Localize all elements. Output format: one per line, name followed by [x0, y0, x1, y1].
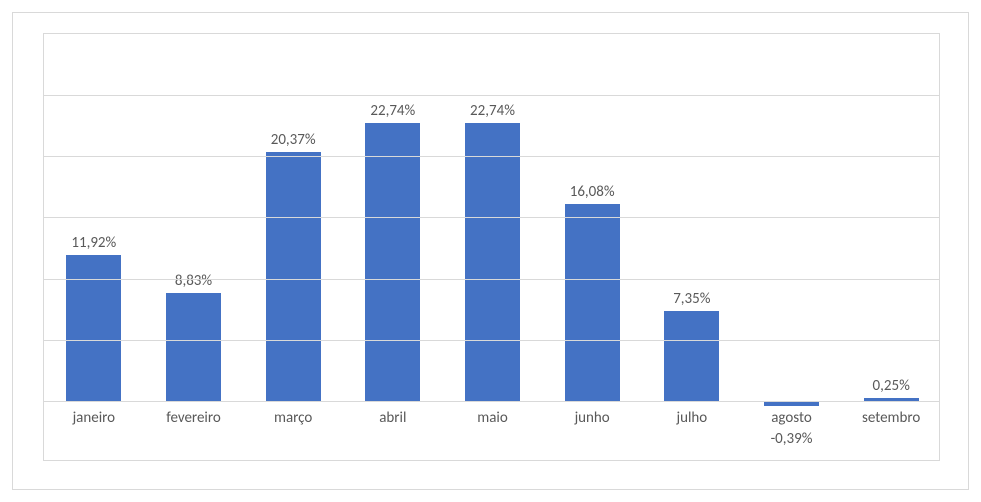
x-axis-label: abril: [379, 409, 406, 427]
gridline: [44, 156, 939, 157]
x-axis-label-text: junho: [575, 409, 610, 427]
plot-area: 11,92%8,83%20,37%22,74%22,74%16,08%7,35%…: [43, 33, 940, 461]
x-axis-label: junho: [575, 409, 610, 427]
x-axis-labels-layer: janeiro fevereiro março abril maio junho julho…: [44, 34, 939, 460]
x-axis-label-text: maio: [477, 409, 508, 427]
x-axis-label: setembro: [862, 409, 920, 427]
x-axis-label: março: [274, 409, 312, 427]
x-axis-label-text: abril: [379, 409, 406, 427]
x-axis-label: fevereiro: [166, 409, 221, 427]
gridline: [44, 95, 939, 96]
chart-frame: 11,92%8,83%20,37%22,74%22,74%16,08%7,35%…: [12, 12, 969, 490]
x-axis-label-text: fevereiro: [166, 409, 221, 427]
x-axis-label: agosto: [771, 409, 812, 427]
gridline: [44, 401, 939, 402]
gridline: [44, 217, 939, 218]
gridline: [44, 340, 939, 341]
x-axis-label: maio: [477, 409, 508, 427]
gridline: [44, 279, 939, 280]
x-axis-label-text: março: [274, 409, 312, 427]
x-axis-label: julho: [676, 409, 707, 427]
x-axis-label-text: julho: [676, 409, 707, 427]
x-axis-label-text: agosto: [771, 409, 812, 427]
x-axis-label: janeiro: [73, 409, 115, 427]
x-axis-label-text: janeiro: [73, 409, 115, 427]
x-axis-label-text: setembro: [862, 409, 920, 427]
